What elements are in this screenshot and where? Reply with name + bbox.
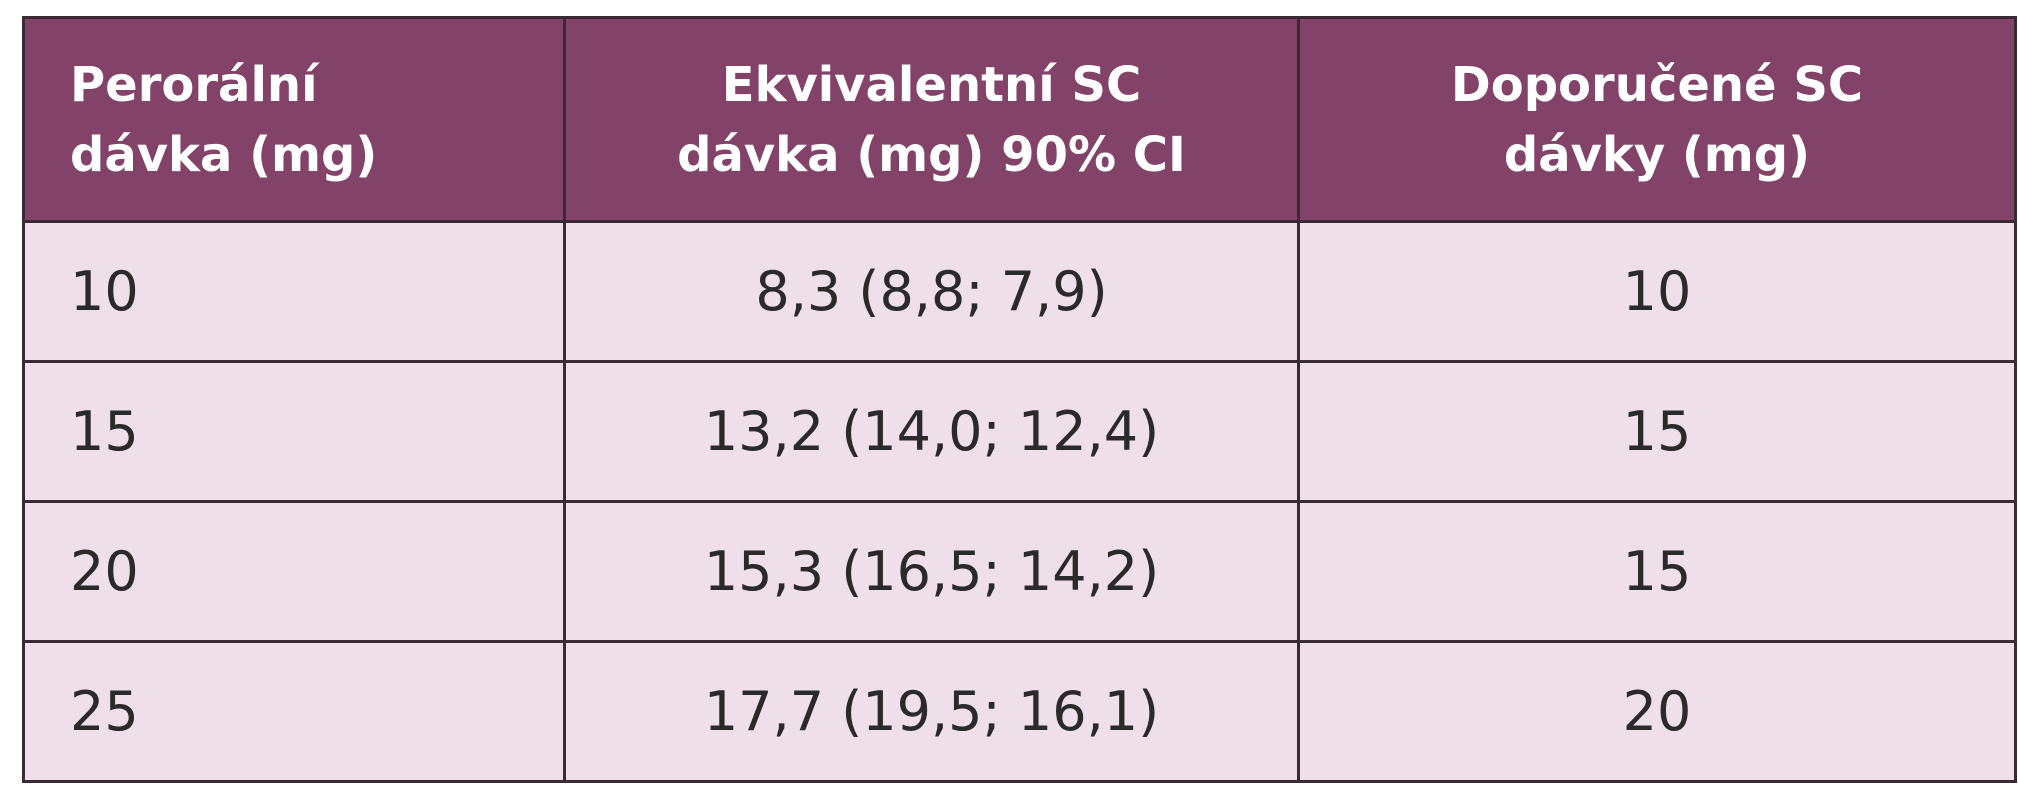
header-equivalent-sc-dose: Ekvivalentní SC dávka (mg) 90% CI bbox=[563, 16, 1300, 223]
cell-oral-dose: 25 bbox=[22, 640, 566, 783]
table-row: 20 15,3 (16,5; 14,2) 15 bbox=[22, 500, 2017, 643]
cell-recommended-sc-dose: 15 bbox=[1297, 500, 2017, 643]
header-equivalent-sc-dose-line-2: dávka (mg) 90% CI bbox=[677, 126, 1186, 183]
header-equivalent-sc-dose-line-1: Ekvivalentní SC bbox=[721, 56, 1142, 113]
cell-equivalent-sc-dose: 13,2 (14,0; 12,4) bbox=[563, 360, 1300, 503]
cell-recommended-sc-dose: 15 bbox=[1297, 360, 2017, 503]
header-recommended-sc-dose-line-1: Doporučené SC bbox=[1450, 56, 1864, 113]
cell-equivalent-sc-dose: 15,3 (16,5; 14,2) bbox=[563, 500, 1300, 643]
cell-oral-dose: 15 bbox=[22, 360, 566, 503]
dose-table-container: Perorální dávka (mg) Ekvivalentní SC dáv… bbox=[22, 16, 2017, 783]
cell-recommended-sc-dose: 20 bbox=[1297, 640, 2017, 783]
header-oral-dose-line-1: Perorální bbox=[70, 56, 318, 113]
table-row: 10 8,3 (8,8; 7,9) 10 bbox=[22, 220, 2017, 363]
cell-oral-dose: 20 bbox=[22, 500, 566, 643]
header-oral-dose-line-2: dávka (mg) bbox=[70, 126, 378, 183]
cell-recommended-sc-dose: 10 bbox=[1297, 220, 2017, 363]
cell-oral-dose: 10 bbox=[22, 220, 566, 363]
header-recommended-sc-dose: Doporučené SC dávky (mg) bbox=[1297, 16, 2017, 223]
cell-equivalent-sc-dose: 17,7 (19,5; 16,1) bbox=[563, 640, 1300, 783]
cell-equivalent-sc-dose: 8,3 (8,8; 7,9) bbox=[563, 220, 1300, 363]
table-row: 25 17,7 (19,5; 16,1) 20 bbox=[22, 640, 2017, 783]
header-oral-dose: Perorální dávka (mg) bbox=[22, 16, 566, 223]
dose-conversion-table: Perorální dávka (mg) Ekvivalentní SC dáv… bbox=[22, 16, 2017, 783]
table-row: 15 13,2 (14,0; 12,4) 15 bbox=[22, 360, 2017, 503]
table-header-row: Perorální dávka (mg) Ekvivalentní SC dáv… bbox=[22, 16, 2017, 223]
header-recommended-sc-dose-line-2: dávky (mg) bbox=[1503, 126, 1811, 183]
